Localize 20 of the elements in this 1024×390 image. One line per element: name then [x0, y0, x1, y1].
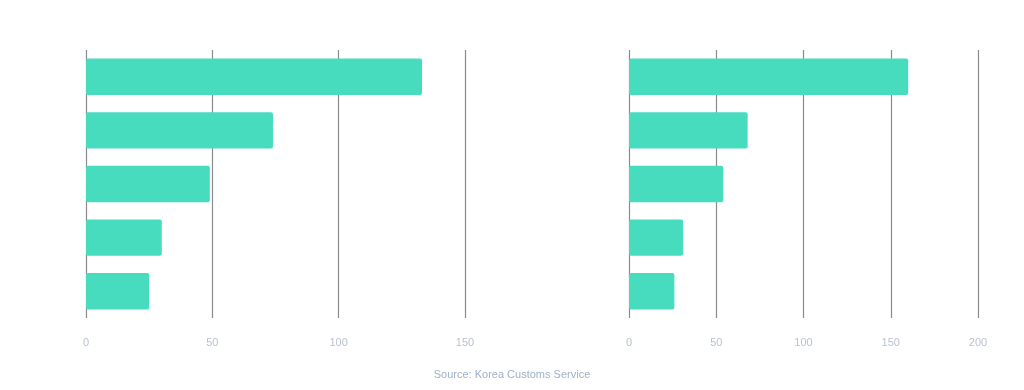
- x-tick-label: 200: [968, 335, 988, 348]
- x-tick-label: 0: [82, 335, 90, 348]
- x-tick-label: 150: [881, 335, 900, 348]
- bar: [629, 219, 684, 256]
- bar: [86, 272, 150, 310]
- bar: [86, 112, 273, 149]
- bar: [629, 272, 675, 310]
- bar: [629, 112, 748, 149]
- x-tick-label: 100: [329, 335, 348, 348]
- bar: [629, 165, 724, 203]
- x-tick-label: 50: [710, 335, 723, 348]
- bar: [86, 58, 423, 96]
- bar: [86, 165, 210, 203]
- x-tick-label: 50: [206, 335, 219, 348]
- x-tick-label: 100: [794, 335, 813, 348]
- bar: [86, 219, 162, 256]
- bar: [629, 58, 909, 96]
- source-note: Source: Korea Customs Service: [432, 368, 592, 380]
- x-tick-label: 150: [455, 335, 475, 348]
- x-tick-label: 0: [625, 335, 633, 348]
